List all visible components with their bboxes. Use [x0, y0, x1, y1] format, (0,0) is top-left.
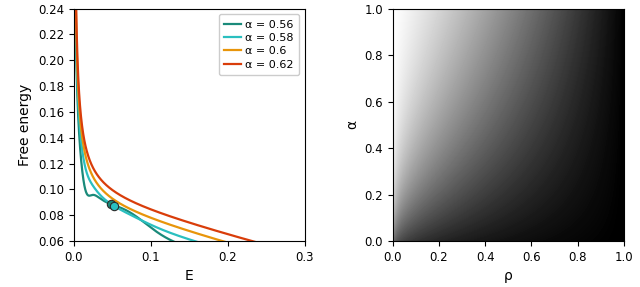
α = 0.6 — [228, 242, 236, 245]
X-axis label: ρ: ρ — [504, 269, 513, 283]
α = 0.6 — [241, 246, 248, 249]
α = 0.56 — [74, 118, 82, 122]
α = 0.56 — [79, 172, 86, 176]
α = 0.58 — [78, 144, 86, 147]
α = 0.62 — [271, 246, 279, 249]
Line: α = 0.6: α = 0.6 — [76, 0, 244, 247]
α = 0.58 — [77, 142, 85, 146]
α = 0.56 — [76, 142, 84, 145]
Line: α = 0.56: α = 0.56 — [75, 0, 189, 247]
α = 0.6 — [93, 182, 101, 185]
α = 0.56 — [185, 246, 193, 249]
α = 0.6 — [158, 220, 166, 224]
α = 0.62 — [79, 132, 87, 136]
α = 0.6 — [159, 221, 167, 224]
X-axis label: E: E — [185, 269, 194, 283]
α = 0.58 — [211, 246, 219, 249]
α = 0.58 — [73, 60, 81, 63]
α = 0.56 — [80, 182, 88, 186]
α = 0.6 — [153, 218, 161, 222]
α = 0.62 — [74, 65, 82, 69]
α = 0.62 — [78, 123, 86, 127]
α = 0.62 — [88, 164, 96, 168]
α = 0.62 — [75, 88, 83, 91]
Line: α = 0.58: α = 0.58 — [76, 0, 215, 247]
α = 0.62 — [154, 210, 161, 214]
Y-axis label: α: α — [345, 120, 359, 129]
α = 0.56 — [75, 124, 83, 127]
α = 0.58 — [89, 184, 97, 187]
α = 0.58 — [72, 32, 80, 35]
α = 0.56 — [107, 202, 115, 206]
Line: α = 0.62: α = 0.62 — [76, 0, 275, 247]
α = 0.6 — [208, 236, 216, 240]
α = 0.58 — [81, 161, 88, 164]
Legend: α = 0.56, α = 0.58, α = 0.6, α = 0.62: α = 0.56, α = 0.58, α = 0.6, α = 0.62 — [219, 14, 300, 75]
Y-axis label: Free energy: Free energy — [18, 84, 32, 166]
